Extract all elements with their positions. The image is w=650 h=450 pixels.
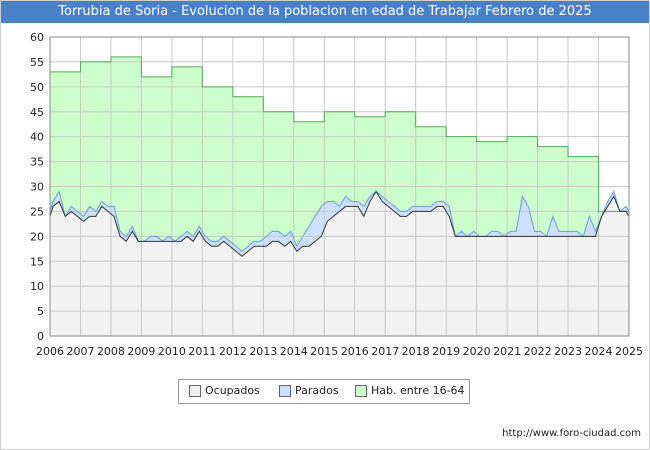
x-tick-label: 2025 — [615, 345, 643, 358]
x-tick-label: 2009 — [127, 345, 155, 358]
x-tick-label: 2023 — [554, 345, 582, 358]
ocupados-area — [50, 191, 629, 336]
x-tick-label: 2024 — [585, 345, 613, 358]
legend-label-hab: Hab. entre 16-64 — [371, 384, 465, 397]
x-tick-label: 2006 — [36, 345, 64, 358]
x-tick-label: 2020 — [463, 345, 491, 358]
y-tick-label: 20 — [30, 230, 44, 243]
legend-swatch-parados — [279, 385, 291, 397]
hab-line — [50, 56, 629, 212]
x-tick-label: 2021 — [493, 345, 521, 358]
legend-label-parados: Parados — [295, 384, 339, 397]
y-tick-label: 25 — [30, 205, 44, 218]
legend-swatch-ocupados — [189, 385, 201, 397]
y-tick-label: 5 — [37, 305, 44, 318]
x-tick-label: 2015 — [310, 345, 338, 358]
legend-swatch-hab — [355, 385, 367, 397]
plot-border — [49, 36, 630, 337]
x-tick-label: 2016 — [341, 345, 369, 358]
y-tick-label: 45 — [30, 106, 44, 119]
y-tick-label: 40 — [30, 131, 44, 144]
x-tick-label: 2008 — [97, 345, 125, 358]
x-tick-label: 2017 — [371, 345, 399, 358]
x-tick-label: 2022 — [524, 345, 552, 358]
y-tick-label: 30 — [30, 181, 44, 194]
x-tick-label: 2007 — [66, 345, 94, 358]
y-tick-label: 10 — [30, 280, 44, 293]
x-tick-label: 2010 — [158, 345, 186, 358]
x-tick-label: 2014 — [280, 345, 308, 358]
legend-label-ocupados: Ocupados — [205, 384, 260, 397]
chart-title: Torrubia de Soria - Evolucion de la pobl… — [1, 1, 649, 23]
y-tick-label: 0 — [37, 330, 44, 343]
y-tick-label: 55 — [30, 56, 44, 69]
y-tick-label: 35 — [30, 156, 44, 169]
y-tick-label: 60 — [30, 31, 44, 44]
y-tick-label: 50 — [30, 81, 44, 94]
x-tick-label: 2011 — [188, 345, 216, 358]
x-tick-label: 2013 — [249, 345, 277, 358]
y-tick-label: 15 — [30, 255, 44, 268]
footer-url: http://www.foro-ciudad.com — [502, 428, 641, 439]
legend: Ocupados Parados Hab. entre 16-64 — [178, 379, 470, 404]
x-tick-label: 2019 — [432, 345, 460, 358]
x-tick-label: 2012 — [219, 345, 247, 358]
x-tick-label: 2018 — [402, 345, 430, 358]
ocupados-line — [49, 190, 630, 257]
